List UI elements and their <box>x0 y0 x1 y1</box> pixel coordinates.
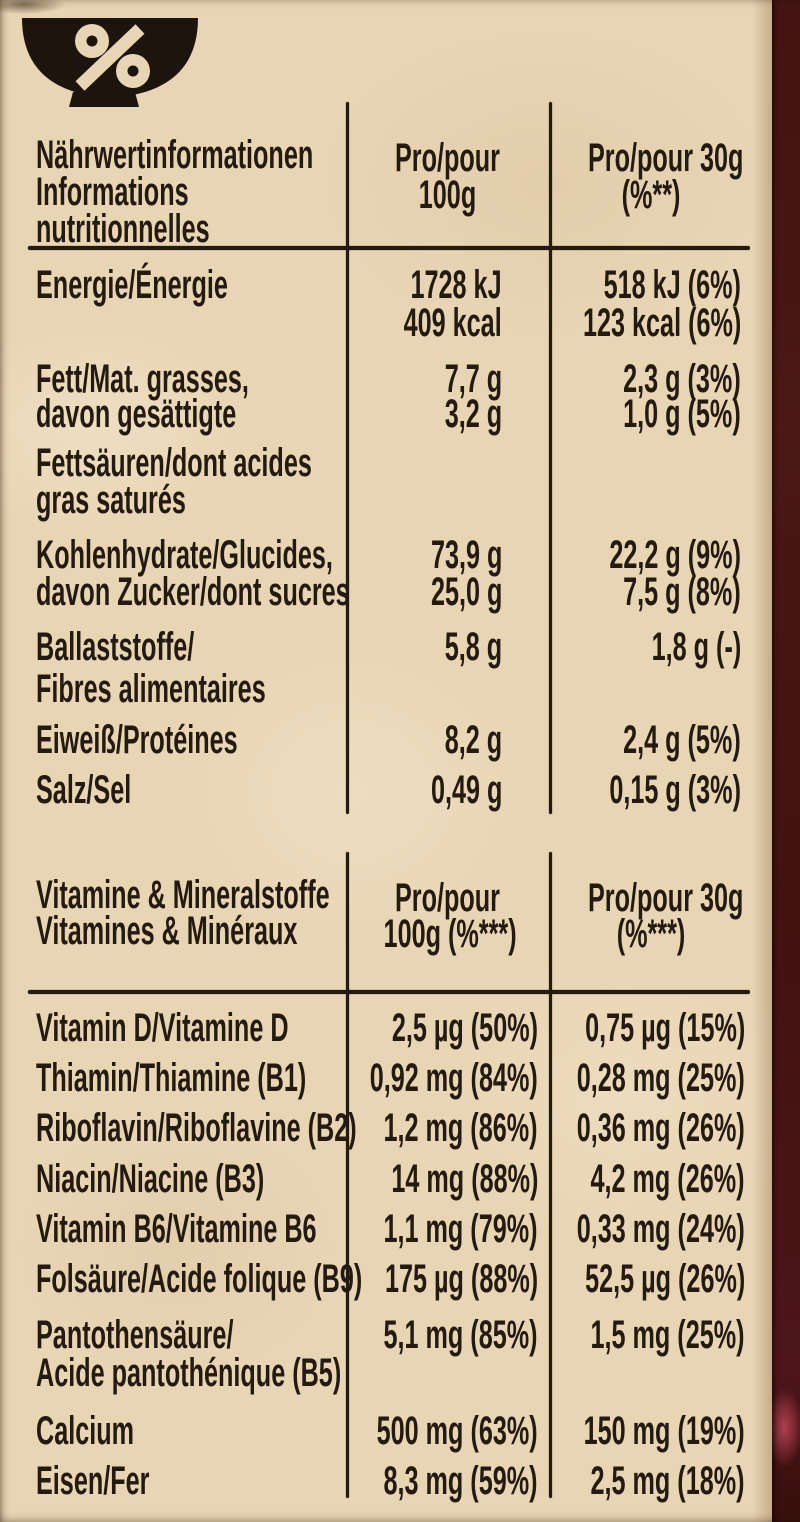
box-edge-strip <box>772 0 800 1522</box>
per30-value: 0,33 mg (24%) <box>576 1207 745 1251</box>
table1-col-per30-header: Pro/pour 30g <box>588 136 744 180</box>
per30-value: 22,2 g (9%) <box>609 533 741 577</box>
per30-value: 0,75 µg (15%) <box>584 1006 745 1050</box>
per30-value: 123 kcal (6%) <box>582 301 741 345</box>
per30-value: 0,36 mg (26%) <box>576 1106 745 1150</box>
per30-value: 0,28 mg (25%) <box>576 1056 745 1100</box>
per100-value: 1,2 mg (86%) <box>383 1106 538 1150</box>
per100-value: 5,1 mg (85%) <box>383 1313 538 1357</box>
per100-value: 1,1 mg (79%) <box>383 1207 538 1251</box>
table2-col-per30-header: Pro/pour 30g <box>588 876 744 920</box>
table2-header-rule <box>28 990 750 994</box>
per30-value: 150 mg (19%) <box>583 1409 745 1453</box>
nutrient-label: Fettsäuren/dont acides <box>36 441 312 485</box>
nutrient-label: Fibres alimentaires <box>36 667 266 711</box>
table2-col-per30-header: (%***) <box>616 912 686 956</box>
table2-title: Vitamine & Mineralstoffe <box>36 873 330 917</box>
per100-value: 0,49 g <box>430 768 502 812</box>
per30-value: 2,3 g (3%) <box>623 357 741 401</box>
per30-value: 2,5 mg (18%) <box>590 1459 745 1503</box>
table1-header-rule <box>28 246 750 250</box>
vitamin-label: Niacin/Niacine (B3) <box>36 1157 265 1201</box>
table2-col-per100-header: 100g (%***) <box>383 912 517 956</box>
nutrient-label: Ballaststoffe/ <box>36 625 195 669</box>
table1-title: Informations <box>36 170 189 214</box>
nutrient-label: davon gesättigte <box>36 392 237 436</box>
table1-divider-col1 <box>346 102 349 814</box>
nutrient-label: davon Zucker/dont sucres <box>36 570 350 614</box>
per100-value: 0,92 mg (84%) <box>369 1056 538 1100</box>
per30-value: 1,5 mg (25%) <box>590 1313 745 1357</box>
per100-value: 2,5 µg (50%) <box>391 1006 538 1050</box>
nutrient-label: Eiweiß/Protéines <box>36 718 238 762</box>
table2-col-per100-header: Pro/pour <box>394 876 500 920</box>
nutrient-label: gras saturés <box>36 478 186 522</box>
per100-value: 73,9 g <box>430 533 502 577</box>
table1-title: nutritionnelles <box>36 207 210 251</box>
vitamin-label: Riboflavin/Riboflavine (B2) <box>36 1106 357 1150</box>
table1-col-per30-header: (%**) <box>621 173 681 217</box>
per100-value: 8,2 g <box>444 718 502 762</box>
vitamin-label: Pantothensäure/ <box>36 1313 234 1357</box>
per100-value: 14 mg (88%) <box>390 1157 538 1201</box>
per100-value: 5,8 g <box>444 625 502 669</box>
table1-divider-col2 <box>549 102 552 814</box>
per30-value: 52,5 µg (26%) <box>584 1257 745 1301</box>
vitamin-label: Acide pantothénique (B5) <box>36 1351 342 1395</box>
table1-col-per100-header: 100g <box>418 173 477 217</box>
vitamin-label: Vitamin B6/Vitamine B6 <box>36 1207 317 1251</box>
nutrient-label: Fett/Mat. grasses, <box>36 357 249 401</box>
per30-value: 0,15 g (3%) <box>609 768 741 812</box>
per30-value: 4,2 mg (26%) <box>590 1157 745 1201</box>
vitamin-label: Folsäure/Acide folique (B9) <box>36 1257 363 1301</box>
vitamin-label: Thiamin/Thiamine (B1) <box>36 1056 307 1100</box>
per30-value: 1,0 g (5%) <box>623 392 741 436</box>
nutrient-label: Kohlenhydrate/Glucides, <box>36 533 333 577</box>
vitamin-label: Vitamin D/Vitamine D <box>36 1006 289 1050</box>
per100-value: 175 µg (88%) <box>384 1257 538 1301</box>
per100-value: 8,3 mg (59%) <box>383 1459 538 1503</box>
per100-value: 3,2 g <box>444 392 502 436</box>
per30-value: 7,5 g (8%) <box>623 570 741 614</box>
table2-divider-col2 <box>549 852 552 1498</box>
paper-edge-shade <box>752 0 772 1522</box>
percent-bowl-icon <box>22 18 198 107</box>
per30-value: 1,8 g (-) <box>651 625 741 669</box>
per100-value: 500 mg (63%) <box>376 1409 538 1453</box>
vitamin-label: Calcium <box>36 1409 135 1453</box>
table1-title: Nährwertinformationen <box>36 133 314 177</box>
per100-value: 409 kcal <box>403 301 502 345</box>
per30-value: 518 kJ (6%) <box>603 263 741 307</box>
per100-value: 25,0 g <box>430 570 502 614</box>
vitamin-label: Eisen/Fer <box>36 1459 150 1503</box>
table2-title: Vitamines & Minéraux <box>36 909 298 953</box>
per100-value: 1728 kJ <box>410 263 502 307</box>
table1-col-per100-header: Pro/pour <box>394 136 500 180</box>
nutrient-label: Salz/Sel <box>36 768 132 812</box>
per30-value: 2,4 g (5%) <box>623 718 741 762</box>
table2-divider-col1 <box>346 852 349 1498</box>
nutrient-label: Energie/Énergie <box>36 263 228 307</box>
per100-value: 7,7 g <box>444 357 502 401</box>
